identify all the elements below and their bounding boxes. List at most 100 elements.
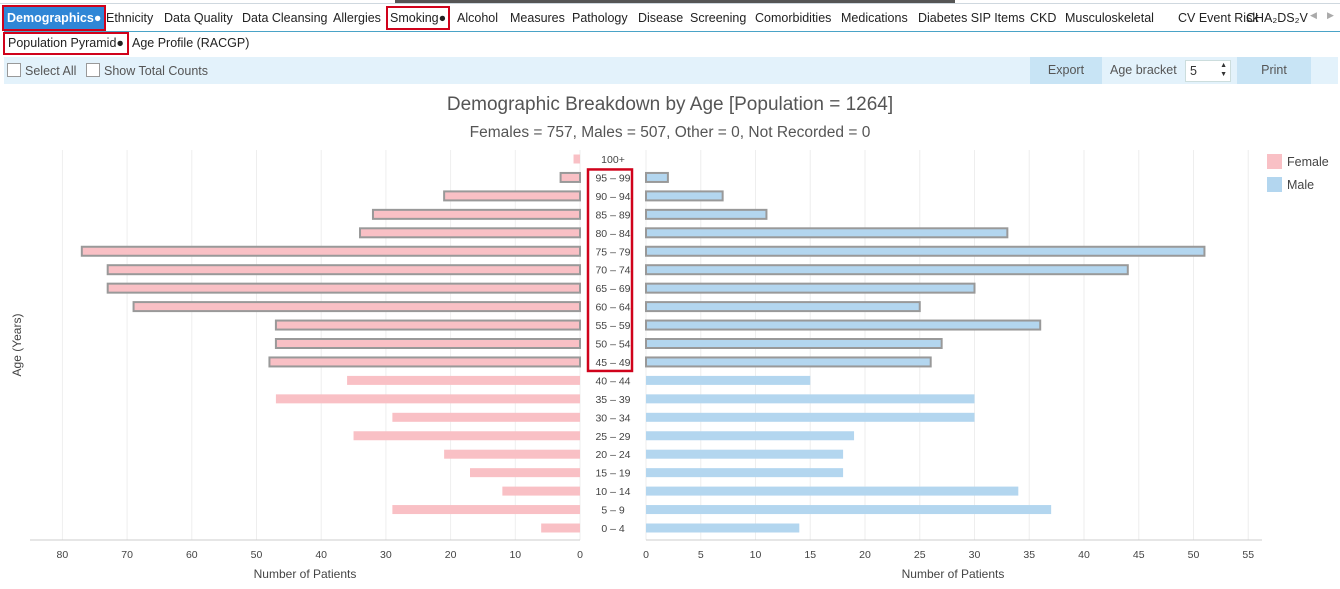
tab-demographics[interactable]: Demographics●: [1, 5, 107, 31]
select-all-label: Select All: [25, 64, 77, 78]
tab-musculoskeletal[interactable]: Musculoskeletal: [1065, 11, 1154, 25]
tab-smoking[interactable]: Smoking●: [385, 6, 451, 30]
tab-cv-event-risk[interactable]: CV Event Risk: [1178, 11, 1259, 25]
male-bar: [645, 227, 1009, 239]
age-category-label: 75 – 79: [595, 246, 630, 258]
age-category-label: 80 – 84: [595, 228, 630, 240]
tab-medications[interactable]: Medications: [841, 11, 908, 25]
x-tick-label-right: 0: [643, 549, 649, 561]
age-category-label: 40 – 44: [595, 375, 630, 387]
tab-measures[interactable]: Measures: [510, 11, 565, 25]
male-bar: [646, 375, 811, 385]
stepper-up-icon[interactable]: ▲: [1220, 62, 1227, 69]
x-tick-label-right: 35: [1023, 549, 1035, 561]
age-category-label: 55 – 59: [595, 320, 630, 332]
age-bracket-stepper[interactable]: 5 ▲ ▼: [1185, 60, 1231, 82]
age-category-label: 70 – 74: [595, 265, 630, 277]
age-bracket-value: 5: [1190, 64, 1197, 78]
legend-label: Female: [1287, 155, 1329, 169]
female-bar: [132, 301, 581, 313]
x-tick-label-left: 30: [380, 549, 392, 561]
x-tick-label-left: 80: [57, 549, 69, 561]
checkbox-icon: [7, 63, 21, 77]
male-bar: [645, 190, 724, 202]
x-tick-label-left: 0: [577, 549, 583, 561]
female-bar: [573, 154, 580, 164]
male-bar: [645, 282, 976, 294]
tab-data-quality[interactable]: Data Quality: [164, 11, 233, 25]
age-category-label: 35 – 39: [595, 394, 630, 406]
male-bar: [645, 171, 669, 183]
male-bar: [646, 523, 800, 533]
male-bar: [646, 449, 844, 459]
subtab-age-profile-racgp[interactable]: Age Profile (RACGP): [132, 36, 250, 50]
age-category-label: 30 – 34: [595, 412, 630, 424]
stepper-down-icon[interactable]: ▼: [1220, 71, 1227, 78]
tab-disease[interactable]: Disease: [638, 11, 684, 25]
age-category-label: 45 – 49: [595, 357, 630, 369]
male-bar: [645, 264, 1129, 276]
female-bar: [106, 264, 581, 276]
x-tick-label-right: 50: [1188, 549, 1200, 561]
x-tick-label-right: 20: [859, 549, 871, 561]
female-bar: [470, 468, 580, 478]
x-tick-label-left: 40: [315, 549, 327, 561]
age-category-label: 85 – 89: [595, 209, 630, 221]
female-bar: [502, 486, 580, 496]
tab-ethnicity[interactable]: Ethnicity: [106, 11, 154, 25]
male-bar: [646, 431, 855, 441]
top-scroll-indicator: [395, 0, 955, 3]
tab-ckd[interactable]: CKD: [1030, 11, 1057, 25]
age-category-label: 65 – 69: [595, 283, 630, 295]
female-bar: [268, 356, 581, 368]
select-all-checkbox[interactable]: Select All: [7, 63, 76, 79]
subtab-population-pyramid[interactable]: Population Pyramid●: [3, 32, 129, 55]
tab-alcohol[interactable]: Alcohol: [457, 11, 498, 25]
male-bar: [645, 301, 921, 313]
show-total-counts-label: Show Total Counts: [104, 64, 208, 78]
age-category-label: 0 – 4: [601, 523, 625, 535]
male-bar: [646, 412, 975, 422]
age-category-label: 25 – 29: [595, 431, 630, 443]
x-tick-label-right: 15: [804, 549, 816, 561]
x-tick-label-left: 10: [509, 549, 521, 561]
female-bar: [80, 245, 581, 257]
x-axis-title-right: Number of Patients: [902, 567, 1005, 581]
export-button[interactable]: Export: [1030, 57, 1102, 84]
show-total-counts-checkbox[interactable]: Show Total Counts: [86, 63, 208, 79]
main-tab-bar: Demographics● Ethnicity Data Quality Data C…: [1, 5, 1340, 32]
female-bar: [443, 190, 581, 202]
female-bar: [541, 523, 580, 533]
female-bar: [106, 282, 581, 294]
chart-title: Demographic Breakdown by Age [Population…: [446, 94, 894, 115]
tab-scroll-left-icon[interactable]: ◀: [1310, 10, 1317, 20]
male-bar: [645, 356, 932, 368]
male-bar: [646, 486, 1019, 496]
x-tick-label-right: 40: [1078, 549, 1090, 561]
legend-swatch: [1267, 154, 1282, 169]
male-bar: [646, 468, 844, 478]
tab-screening[interactable]: Screening: [690, 11, 747, 25]
tab-data-cleansing[interactable]: Data Cleansing: [242, 11, 328, 25]
tab-scroll-right-icon[interactable]: ▶: [1327, 10, 1334, 20]
male-bar: [645, 338, 943, 349]
tab-allergies[interactable]: Allergies: [333, 11, 381, 25]
female-bar: [353, 431, 580, 441]
legend-label: Male: [1287, 178, 1314, 192]
male-bar: [645, 319, 1042, 331]
male-bar: [645, 245, 1206, 257]
x-tick-label-left: 50: [251, 549, 263, 561]
age-category-label: 10 – 14: [595, 486, 630, 498]
tab-diabetes-sip-items[interactable]: Diabetes SIP Items: [918, 11, 1025, 25]
age-category-label: 95 – 99: [595, 172, 630, 184]
tab-pathology[interactable]: Pathology: [572, 11, 628, 25]
tab-comorbidities[interactable]: Comorbidities: [755, 11, 832, 25]
print-button[interactable]: Print: [1237, 57, 1311, 84]
female-bar: [559, 171, 582, 183]
age-category-label: 100+: [601, 154, 625, 166]
tab-cha-ds-v[interactable]: CHA₂DS₂V: [1246, 11, 1308, 25]
highlight-box: [586, 168, 634, 373]
female-bar: [347, 375, 580, 385]
age-bracket-label: Age bracket: [1110, 63, 1177, 77]
